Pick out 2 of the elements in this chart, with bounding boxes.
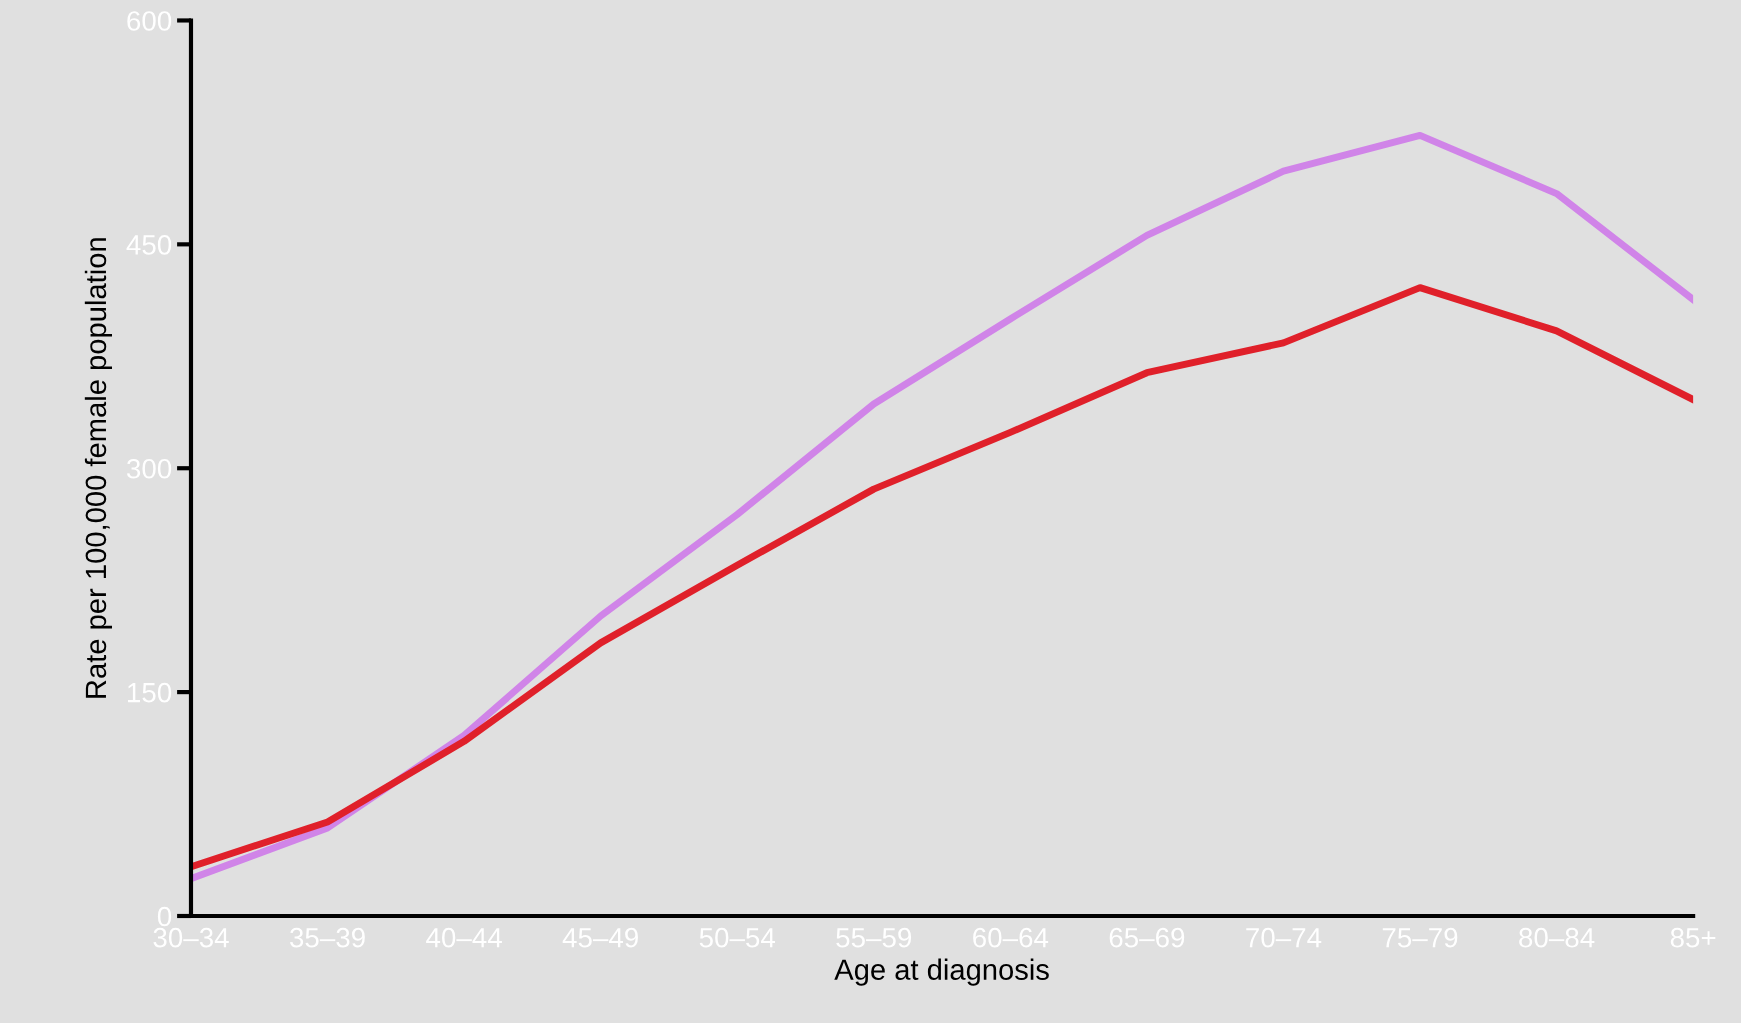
y-axis-title: Rate per 100,000 female population bbox=[84, 238, 113, 698]
x-axis-title: Age at diagnosis bbox=[834, 958, 1049, 986]
